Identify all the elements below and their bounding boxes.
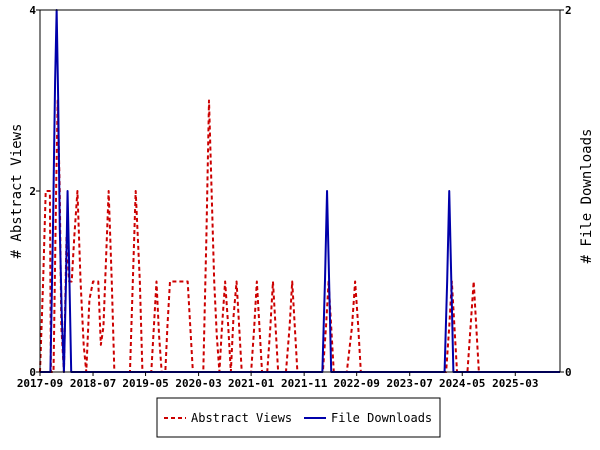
tick-layer: 2017-09 2018-07 2019-05 2020-03 2021-01 2021-… <box>17 4 572 390</box>
series-line-abstract-views <box>39 99 560 373</box>
series-layer <box>39 9 560 373</box>
x-tick-label: 2024-05 <box>439 377 485 390</box>
x-tick-label: 2023-07 <box>387 377 433 390</box>
x-tick-label: 2020-03 <box>175 377 221 390</box>
y-left-tick-label: 2 <box>29 185 36 198</box>
legend-label-abstract-views: Abstract Views <box>191 411 292 425</box>
legend-box <box>156 397 441 438</box>
x-tick-label: 2019-05 <box>122 377 168 390</box>
y-left-tick-label: 4 <box>29 4 36 17</box>
y-axis-left-title: # Abstract Views <box>9 124 25 259</box>
y-left-tick-label: 0 <box>29 366 36 379</box>
x-tick-label: 2025-03 <box>492 377 538 390</box>
legend: Abstract Views File Downloads <box>156 397 441 438</box>
y-right-tick-label: 2 <box>565 4 572 17</box>
x-tick-label: 2018-07 <box>70 377 116 390</box>
x-tick-label: 2021-11 <box>281 377 328 390</box>
x-tick-label: 2022-09 <box>334 377 380 390</box>
legend-label-file-downloads: File Downloads <box>331 411 432 425</box>
series-line-file-downloads <box>40 9 560 373</box>
x-tick-label: 2017-09 <box>17 377 63 390</box>
x-tick-label: 2021-01 <box>228 377 275 390</box>
plot-area-border <box>39 9 561 373</box>
y-axis-right-title: # File Downloads <box>579 129 595 264</box>
y-right-tick-label: 0 <box>565 366 572 379</box>
